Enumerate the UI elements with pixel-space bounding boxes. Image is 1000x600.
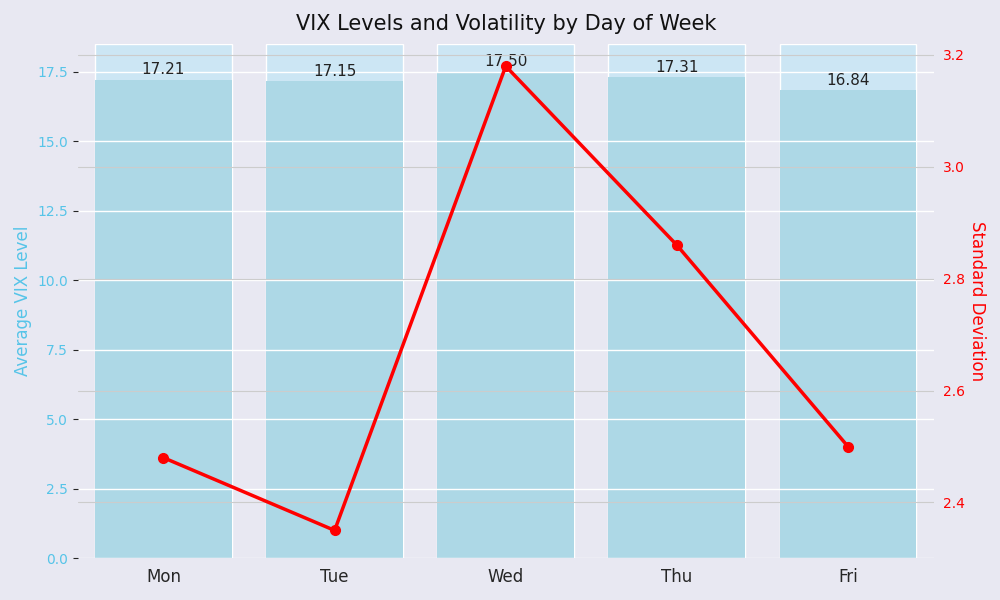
Text: 17.31: 17.31 [655, 59, 699, 74]
Bar [95, 80, 232, 559]
Y-axis label: Average VIX Level: Average VIX Level [14, 226, 32, 376]
Text: 17.50: 17.50 [484, 55, 527, 70]
Text: 17.15: 17.15 [313, 64, 356, 79]
Y-axis label: Standard Deviation: Standard Deviation [968, 221, 986, 381]
Bar [437, 71, 574, 559]
Text: 17.21: 17.21 [142, 62, 185, 77]
Text: 16.84: 16.84 [826, 73, 870, 88]
Bar [437, 44, 574, 559]
Bar [608, 77, 745, 559]
Bar [95, 44, 232, 559]
Bar [266, 44, 403, 559]
Bar [608, 44, 745, 559]
Title: VIX Levels and Volatility by Day of Week: VIX Levels and Volatility by Day of Week [296, 14, 716, 34]
Bar [780, 90, 916, 559]
Bar [780, 44, 916, 559]
Bar [266, 82, 403, 559]
